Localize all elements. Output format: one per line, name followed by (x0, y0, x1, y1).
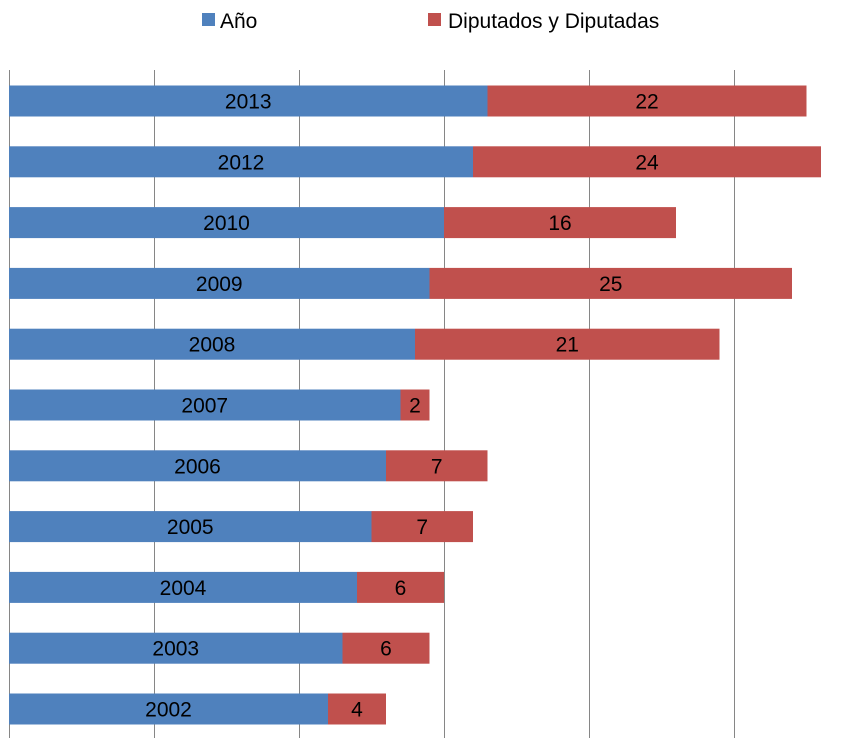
data-label-diputados-2010: 16 (548, 212, 571, 235)
bar-ano-2010 (9, 207, 444, 239)
data-label-ano-2012: 2012 (218, 151, 265, 174)
data-label-ano-2013: 2013 (225, 91, 272, 114)
legend-swatch-ano (202, 13, 215, 26)
data-label-diputados-2005: 7 (416, 516, 428, 539)
data-label-ano-2006: 2006 (174, 455, 221, 478)
data-label-diputados-2008: 21 (556, 334, 579, 357)
data-label-diputados-2013: 22 (635, 91, 658, 114)
data-label-ano-2009: 2009 (196, 273, 243, 296)
legend: Año Diputados y Diputadas (202, 10, 659, 33)
legend-label-diputados: Diputados y Diputadas (448, 10, 659, 33)
data-label-ano-2003: 2003 (152, 638, 199, 661)
bar-diputados-2003 (342, 632, 430, 664)
bar-diputados-2013 (487, 85, 807, 117)
bar-ano-2005 (9, 511, 372, 543)
bars: 2013 22 2012 24 2010 16 2009 25 2008 21 2007 2 2006 7… (9, 85, 821, 725)
bar-ano-2009 (9, 267, 430, 299)
bar-diputados-2008 (415, 328, 720, 360)
data-label-ano-2002: 2002 (145, 699, 192, 722)
data-label-ano-2010: 2010 (203, 212, 250, 235)
data-label-diputados-2009: 25 (599, 273, 622, 296)
data-label-ano-2008: 2008 (189, 334, 236, 357)
bar-diputados-2006 (386, 450, 488, 482)
bar-ano-2007 (9, 389, 401, 421)
bar-ano-2013 (9, 85, 488, 117)
data-label-ano-2004: 2004 (160, 577, 207, 600)
bar-ano-2008 (9, 328, 415, 360)
bar-diputados-2009 (429, 267, 792, 299)
bar-diputados-2007 (400, 389, 430, 421)
legend-label-ano: Año (220, 10, 257, 33)
data-label-ano-2005: 2005 (167, 516, 214, 539)
data-label-diputados-2007: 2 (409, 395, 421, 418)
data-label-ano-2007: 2007 (181, 395, 228, 418)
bar-ano-2012 (9, 146, 473, 178)
data-label-diputados-2012: 24 (635, 151, 659, 174)
data-label-diputados-2004: 6 (395, 577, 407, 600)
bar-diputados-2004 (357, 571, 444, 603)
data-label-diputados-2003: 6 (380, 638, 392, 661)
bar-ano-2003 (9, 632, 343, 664)
legend-swatch-diputados (428, 13, 441, 26)
data-label-diputados-2006: 7 (431, 455, 443, 478)
bar-diputados-2005 (371, 511, 473, 543)
bar-diputados-2002 (328, 693, 386, 725)
bar-diputados-2010 (444, 207, 676, 239)
bar-ano-2004 (9, 571, 357, 603)
bar-ano-2002 (9, 693, 328, 725)
bar-diputados-2012 (473, 146, 821, 178)
data-label-diputados-2002: 4 (351, 699, 363, 722)
bar-ano-2006 (9, 450, 386, 482)
